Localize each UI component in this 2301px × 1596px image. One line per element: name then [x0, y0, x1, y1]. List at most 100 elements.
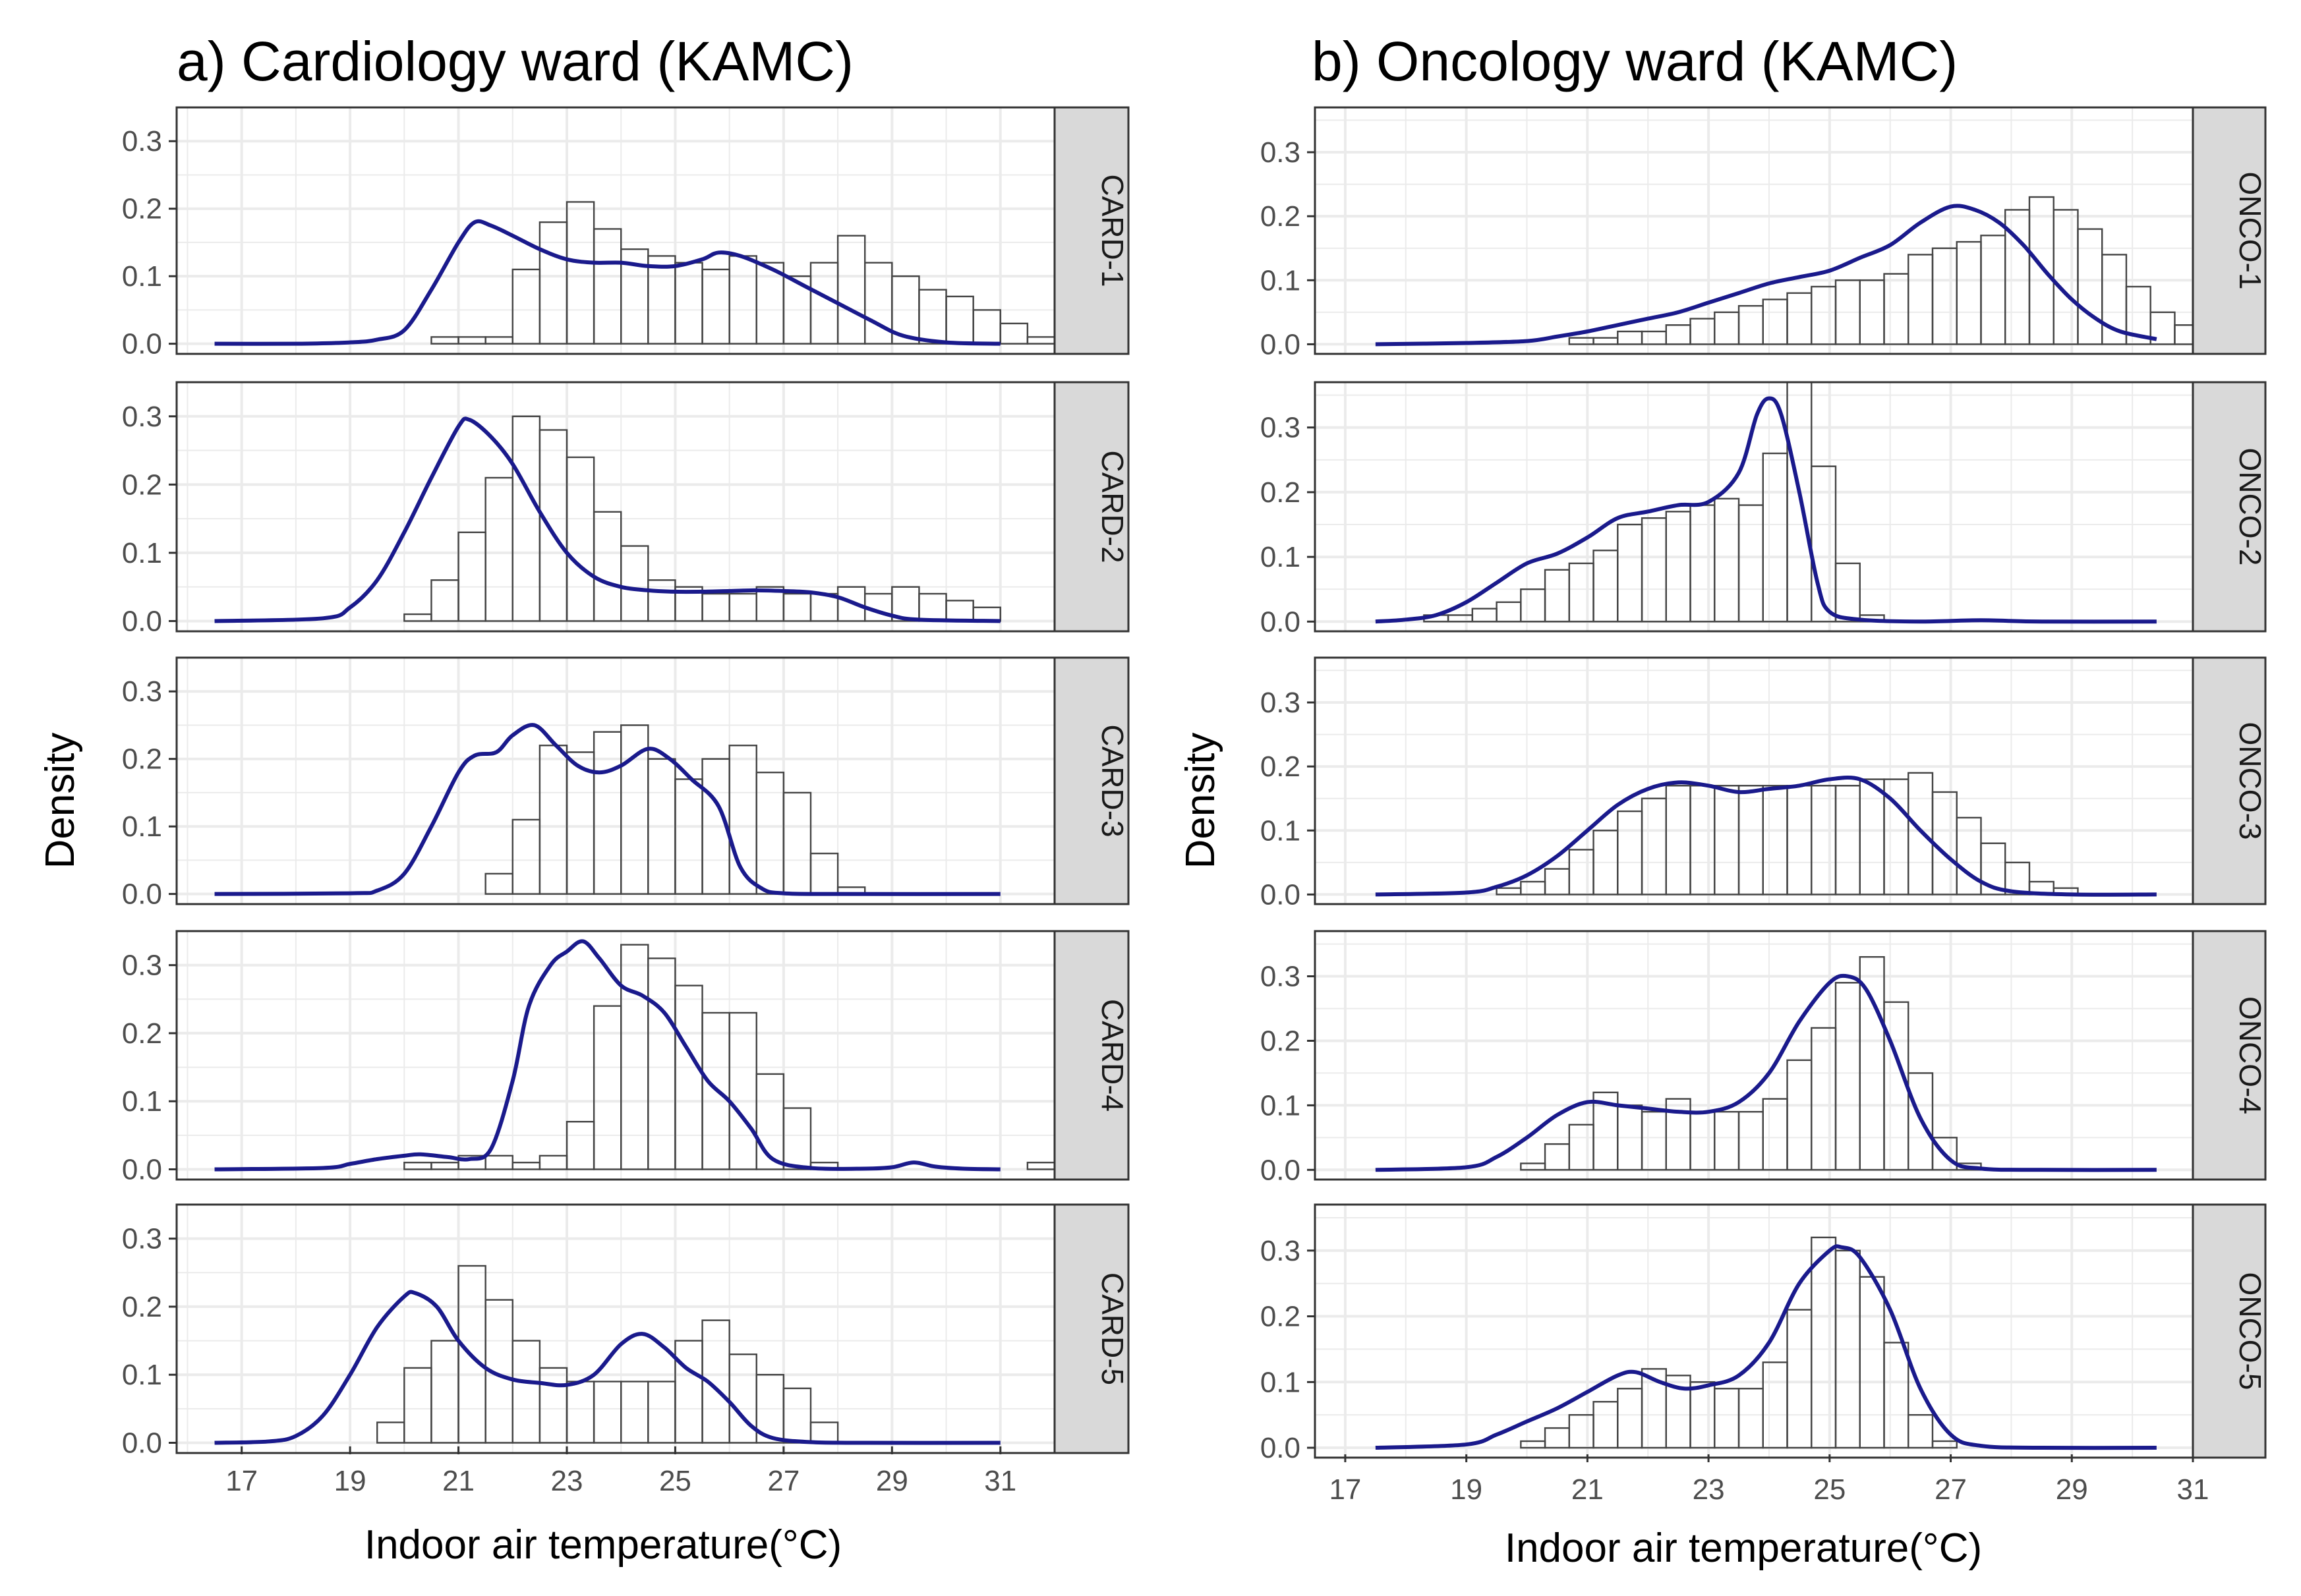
y-axis-label: Density [1178, 733, 1223, 869]
facet-strip-label: ONCO-5 [2233, 1272, 2267, 1390]
histogram [1496, 772, 2079, 896]
density-curve [1375, 1244, 2157, 1450]
y-tick-label: 0.2 [122, 1291, 162, 1323]
facet-strip-box [2192, 106, 2267, 355]
histogram [1423, 381, 1885, 623]
x-tick-label: 31 [984, 1465, 1016, 1497]
y-tick-label: 0.2 [122, 1017, 162, 1050]
facet-strip: ONCO-4 [2192, 930, 2267, 1181]
facet-strip: CARD-1 [1053, 106, 1130, 355]
x-tick-label: 23 [1693, 1473, 1725, 1506]
panel-background [1315, 1205, 2193, 1458]
histogram-bar [2004, 861, 2031, 896]
y-tick-label: 0.3 [1260, 412, 1300, 444]
x-tick-label: 29 [2056, 1473, 2088, 1506]
panel-background [177, 107, 1055, 354]
facet-panel: 0.0 0.1 0.2 0.3 ONCO-4 [1260, 930, 2267, 1186]
facet-panel: 0.0 0.1 0.2 0.3 CARD-4 [122, 930, 1130, 1186]
y-tick-label: 0.0 [122, 1427, 162, 1460]
histogram [1568, 196, 2200, 345]
facet-strip-box [2192, 930, 2267, 1181]
x-tick-label: 23 [551, 1465, 583, 1497]
y-tick-label: 0.1 [1260, 264, 1300, 297]
facet-strip-box [2192, 656, 2267, 905]
chart-title: a) Cardiology ward (KAMC) [177, 30, 854, 92]
y-tick-label: 0.0 [1260, 878, 1300, 911]
density-curve [214, 219, 1001, 346]
histogram-bar [1834, 562, 1861, 623]
y-tick-label: 0.0 [122, 328, 162, 360]
panel-background [1315, 107, 2193, 354]
panel-background [177, 658, 1055, 904]
facet-strip-label: CARD-1 [1095, 174, 1130, 287]
panel-background [1315, 658, 2193, 904]
histogram-bar [1883, 1342, 1909, 1449]
facet-panels: 0.00.10.20.3CARD-10.00.10.20.3CARD-20.00… [122, 106, 1130, 1497]
facet-strip-box [1053, 106, 1130, 355]
facet-panel: 0.0 0.1 0.2 0.3 CARD-5 [122, 1203, 1130, 1460]
y-tick-label: 0.2 [122, 743, 162, 776]
y-tick-label: 0.1 [1260, 1089, 1300, 1122]
histogram [403, 415, 1001, 622]
y-tick-label: 0.1 [122, 537, 162, 569]
histogram-bar [1931, 1440, 1958, 1449]
y-tick-label: 0.3 [122, 950, 162, 982]
facet-strip-label: CARD-4 [1095, 999, 1130, 1112]
facet-strip-box [1053, 381, 1130, 633]
facet-strip: ONCO-5 [2192, 1203, 2267, 1459]
y-tick-label: 0.1 [122, 260, 162, 293]
y-tick-label: 0.0 [1260, 606, 1300, 638]
y-tick-label: 0.3 [122, 675, 162, 708]
chart-oncology: b) Oncology ward (KAMC) Density Indoor a… [1178, 30, 2267, 1571]
y-tick-label: 0.3 [122, 1223, 162, 1255]
facet-strip: CARD-5 [1053, 1203, 1130, 1454]
facet-panel: 0.0 0.1 0.2 0.3 ONCO-5 [1260, 1203, 2267, 1464]
x-tick-label: 21 [442, 1465, 475, 1497]
x-axis: 17 19 21 23 25 27 29 31 [225, 1446, 1016, 1497]
facet-strip-box [1053, 1203, 1130, 1454]
y-tick-label: 0.1 [122, 1359, 162, 1391]
facet-strip-label: CARD-5 [1095, 1272, 1130, 1385]
y-tick-label: 0.3 [1260, 1235, 1300, 1267]
density-curve [1375, 973, 2157, 1172]
facet-panel: 0.0 0.1 0.2 0.3 ONCO-3 [1260, 656, 2267, 911]
panel-background [177, 1205, 1055, 1453]
facet-strip: ONCO-2 [2192, 381, 2267, 633]
facet-panel: 0.0 0.1 0.2 0.3 CARD-3 [122, 656, 1130, 911]
histogram-bar [1908, 1072, 1934, 1171]
facet-panel: 0.0 0.1 0.2 0.3 ONCO-1 [1260, 106, 2267, 360]
density-curve [214, 416, 1001, 623]
y-tick-label: 0.0 [1260, 1432, 1300, 1464]
density-curve [1375, 776, 2157, 897]
y-tick-label: 0.0 [1260, 328, 1300, 360]
y-tick-label: 0.1 [1260, 541, 1300, 573]
y-tick-label: 0.1 [1260, 1366, 1300, 1398]
y-tick-label: 0.2 [1260, 1025, 1300, 1057]
y-axis-label: Density [38, 733, 83, 869]
facet-strip: CARD-4 [1053, 930, 1130, 1181]
y-tick-label: 0.2 [122, 193, 162, 225]
x-tick-label: 27 [1935, 1473, 1967, 1506]
x-tick-label: 25 [1813, 1473, 1846, 1506]
y-tick-label: 0.0 [122, 1154, 162, 1186]
density-curve [1375, 396, 2157, 624]
x-axis: 17 19 21 23 25 27 29 31 [1329, 1454, 2209, 1506]
x-tick-label: 19 [334, 1465, 366, 1497]
facet-strip-label: ONCO-3 [2233, 722, 2267, 840]
density-curve [1375, 204, 2157, 347]
histogram-bar [782, 1107, 812, 1170]
panel-background [177, 382, 1055, 631]
facet-panel: 0.0 0.1 0.2 0.3 CARD-1 [122, 106, 1130, 360]
x-tick-label: 19 [1450, 1473, 1482, 1506]
x-tick-label: 25 [659, 1465, 691, 1497]
histogram [403, 944, 1056, 1170]
x-tick-label: 27 [767, 1465, 800, 1497]
y-tick-label: 0.3 [1260, 136, 1300, 169]
facet-strip-label: ONCO-4 [2233, 996, 2267, 1114]
facet-strip-box [2192, 1203, 2267, 1459]
y-tick-label: 0.3 [122, 125, 162, 157]
y-tick-label: 0.2 [1260, 476, 1300, 509]
y-tick-label: 0.1 [1260, 814, 1300, 847]
histogram [1520, 1236, 1958, 1449]
